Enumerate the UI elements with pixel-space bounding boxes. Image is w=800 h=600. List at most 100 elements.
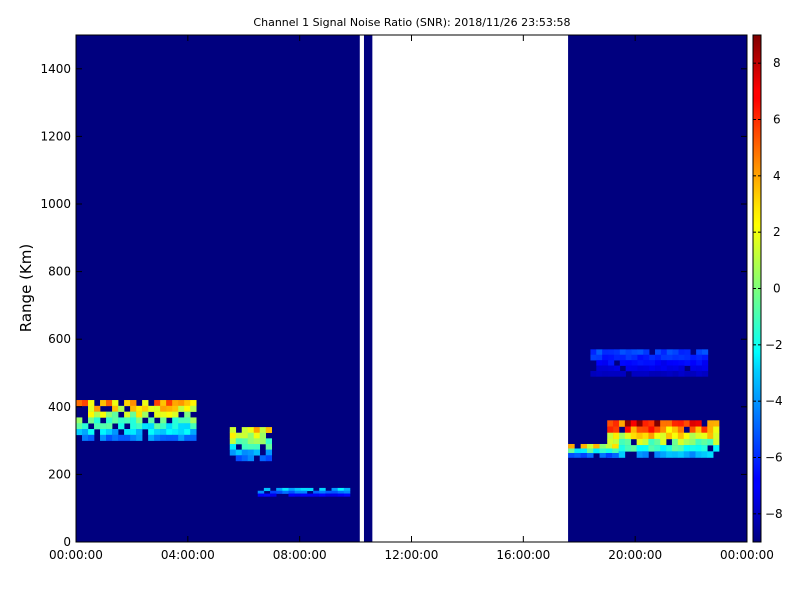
echo-cell <box>166 423 173 430</box>
echo-cell <box>655 365 662 372</box>
echo-cell <box>118 417 125 424</box>
echo-cell <box>586 448 594 454</box>
echo-features <box>76 349 720 497</box>
y-axis-label: Range (Km) <box>17 244 35 332</box>
echo-cell <box>160 429 167 436</box>
echo-cell <box>707 451 714 458</box>
echo-cell <box>654 445 661 452</box>
colorbar-tick-label: −6 <box>765 451 783 465</box>
echo-cell <box>337 487 345 492</box>
echo-cell <box>618 420 626 427</box>
echo-cell <box>257 493 265 497</box>
echo-cell <box>666 349 673 356</box>
echo-cell <box>148 405 155 412</box>
echo-cell <box>94 423 101 430</box>
echo-cell <box>655 370 662 377</box>
echo-cell <box>672 354 679 361</box>
echo-cell <box>154 434 161 441</box>
colorbar: −8 −6 −4 −2 0 2 4 6 8 <box>752 34 783 543</box>
echo-cell <box>148 417 155 424</box>
echo-cell <box>695 420 702 427</box>
echo-cell <box>306 487 314 492</box>
echo-cell <box>178 429 185 436</box>
echo-cell <box>586 443 594 449</box>
echo-cell <box>288 493 295 497</box>
echo-cell <box>300 487 308 492</box>
echo-cell <box>684 370 691 377</box>
echo-cell <box>654 451 661 458</box>
echo-cell <box>607 426 614 434</box>
echo-cell <box>100 429 107 436</box>
echo-cell <box>642 432 649 440</box>
echo-cell <box>178 417 185 424</box>
echo-cell <box>624 445 632 452</box>
echo-cell <box>701 349 709 356</box>
echo-cell <box>190 417 197 424</box>
echo-cell <box>257 490 265 494</box>
echo-cell <box>160 400 167 407</box>
echo-cell <box>625 349 632 356</box>
echo-cell <box>671 432 679 440</box>
echo-cell <box>631 370 638 377</box>
echo-cell <box>136 405 143 412</box>
echo-cell <box>300 490 308 494</box>
echo-cell <box>701 451 708 458</box>
echo-cell <box>574 448 581 454</box>
echo-cell <box>235 438 243 445</box>
echo-cell <box>160 405 167 412</box>
echo-cell <box>612 448 619 454</box>
echo-cell <box>649 365 656 372</box>
colorbar-tick-label: −8 <box>765 507 783 521</box>
echo-cell <box>630 426 637 434</box>
echo-cell <box>88 429 95 436</box>
echo-cell <box>112 429 119 436</box>
echo-cell <box>599 448 607 454</box>
echo-cell <box>637 360 644 366</box>
echo-cell <box>637 354 644 361</box>
echo-cell <box>696 365 703 372</box>
data-gaps <box>359 35 569 542</box>
echo-cell <box>265 455 273 462</box>
echo-cell <box>701 365 709 372</box>
echo-cell <box>689 445 696 452</box>
echo-cell <box>94 417 101 424</box>
echo-cell <box>713 420 720 427</box>
echo-cell <box>696 354 703 361</box>
echo-cell <box>313 490 320 494</box>
echo-cell <box>672 370 679 377</box>
y-tick-label: 1200 <box>40 129 71 143</box>
echo-cell <box>642 426 649 434</box>
colorbar-tick-label: −2 <box>765 338 783 352</box>
data-gap <box>372 35 569 542</box>
echo-cell <box>677 432 685 440</box>
echo-cell <box>184 400 191 407</box>
y-axis: 0 200 400 600 800 1000 1200 1400 <box>40 62 747 549</box>
echo-cell <box>660 360 668 366</box>
x-tick-label: 16:00:00 <box>496 548 550 562</box>
echo-cell <box>713 426 720 434</box>
echo-cell <box>343 493 351 497</box>
echo-cell <box>696 349 703 356</box>
echo-cell <box>100 411 107 418</box>
echo-cell <box>689 438 696 446</box>
echo-cell <box>331 490 338 494</box>
echo-cell <box>253 449 261 456</box>
echo-cell <box>695 438 702 446</box>
echo-cell <box>701 432 708 440</box>
echo-cell <box>678 360 685 366</box>
echo-cell <box>599 443 607 449</box>
echo-cell <box>630 432 637 440</box>
echo-cell <box>568 452 575 458</box>
echo-cell <box>655 360 662 366</box>
echo-cell <box>82 423 89 430</box>
echo-cell <box>602 354 609 361</box>
echo-cell <box>148 434 155 441</box>
echo-cell <box>602 365 609 372</box>
echo-cell <box>683 432 690 440</box>
echo-cell <box>660 370 668 377</box>
echo-cell <box>154 429 161 436</box>
echo-cell <box>613 370 621 377</box>
echo-cell <box>596 360 603 366</box>
echo-cell <box>574 452 581 458</box>
echo-cell <box>630 445 637 452</box>
